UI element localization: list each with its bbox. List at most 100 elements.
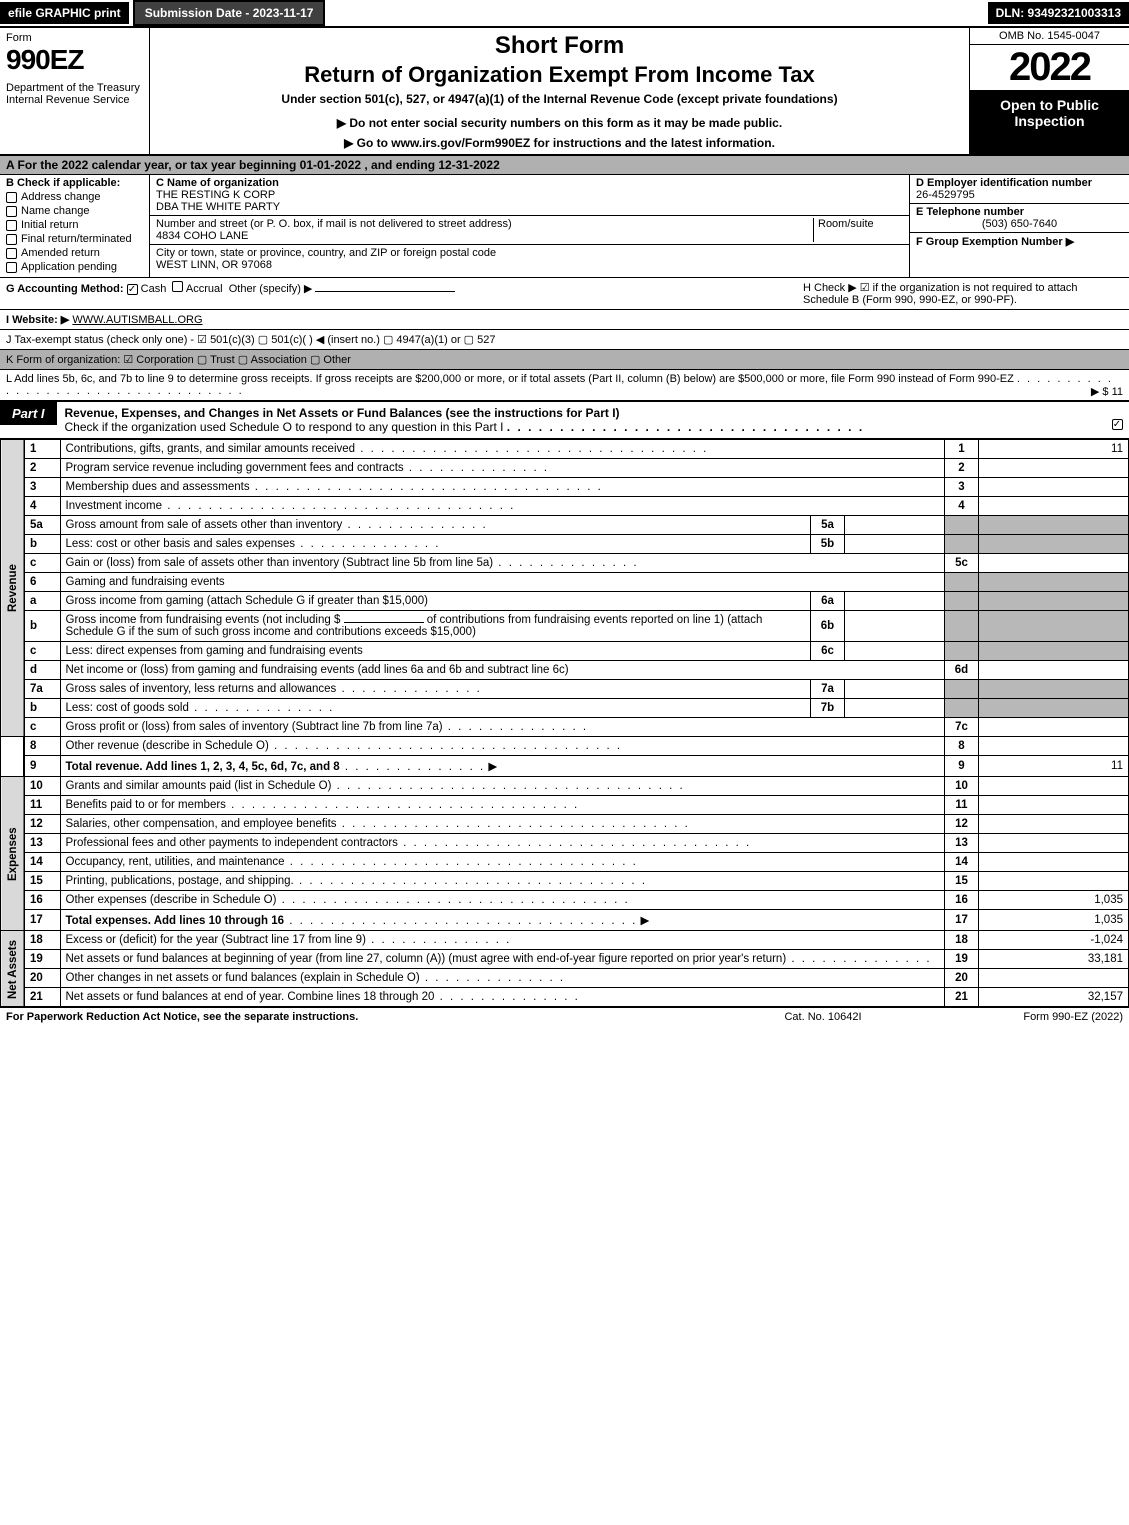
org-name: THE RESTING K CORP — [156, 189, 275, 201]
row-k: K Form of organization: ☑ Corporation ▢ … — [0, 350, 1129, 370]
department-label: Department of the Treasury Internal Reve… — [6, 82, 143, 106]
header-right: OMB No. 1545-0047 2022 Open to Public In… — [969, 28, 1129, 154]
chk-final-return[interactable]: Final return/terminated — [6, 233, 143, 245]
side-label-net-assets: Net Assets — [1, 931, 25, 1007]
ssn-warning: ▶ Do not enter social security numbers o… — [160, 116, 959, 130]
chk-initial-return[interactable]: Initial return — [6, 219, 143, 231]
row-l: L Add lines 5b, 6c, and 7b to line 9 to … — [0, 370, 1129, 402]
dln-label: DLN: 93492321003313 — [988, 2, 1129, 24]
catalog-number: Cat. No. 10642I — [723, 1011, 923, 1023]
form-number: 990EZ — [6, 44, 143, 76]
box-b-label: B Check if applicable: — [6, 177, 143, 189]
chk-application-pending[interactable]: Application pending — [6, 261, 143, 273]
box-c-street-label: Number and street (or P. O. box, if mail… — [156, 218, 512, 230]
line-5b-desc: Less: cost or other basis and sales expe… — [66, 538, 296, 550]
line-6-desc: Gaming and fundraising events — [60, 573, 945, 592]
box-c-name-label: C Name of organization — [156, 177, 279, 189]
box-c: C Name of organization THE RESTING K COR… — [150, 175, 909, 277]
line-20-desc: Other changes in net assets or fund bala… — [66, 972, 420, 984]
chk-name-change[interactable]: Name change — [6, 205, 143, 217]
line-6d-desc: Net income or (loss) from gaming and fun… — [66, 664, 569, 676]
box-f-label: F Group Exemption Number ▶ — [916, 236, 1074, 248]
row-j: J Tax-exempt status (check only one) - ☑… — [0, 330, 1129, 350]
efile-print-label: efile GRAPHIC print — [0, 2, 129, 24]
org-dba: DBA THE WHITE PARTY — [156, 201, 280, 213]
box-b: B Check if applicable: Address change Na… — [0, 175, 150, 277]
line-4-desc: Investment income — [66, 500, 163, 512]
org-street: 4834 COHO LANE — [156, 230, 248, 242]
part-i-checkbox[interactable] — [1112, 419, 1123, 430]
paperwork-notice: For Paperwork Reduction Act Notice, see … — [6, 1011, 723, 1023]
line-1-num: 1 — [24, 440, 60, 459]
line-8-desc: Other revenue (describe in Schedule O) — [66, 740, 269, 752]
line-1-val: 11 — [979, 440, 1129, 459]
room-suite-label: Room/suite — [818, 218, 874, 230]
part-i-header: Part I Revenue, Expenses, and Changes in… — [0, 402, 1129, 439]
section-bcdef: B Check if applicable: Address change Na… — [0, 175, 1129, 278]
top-bar: efile GRAPHIC print Submission Date - 20… — [0, 0, 1129, 28]
line-21-desc: Net assets or fund balances at end of ye… — [66, 991, 435, 1003]
chk-accrual[interactable] — [172, 281, 183, 292]
part-i-tab: Part I — [0, 402, 57, 425]
line-1-desc: Contributions, gifts, grants, and simila… — [66, 443, 356, 455]
box-c-city-label: City or town, state or province, country… — [156, 247, 496, 259]
chk-cash[interactable] — [127, 284, 138, 295]
header-center: Short Form Return of Organization Exempt… — [150, 28, 969, 154]
row-gh: G Accounting Method: Cash Accrual Other … — [0, 278, 1129, 310]
row-l-text: L Add lines 5b, 6c, and 7b to line 9 to … — [6, 373, 1014, 385]
omb-number: OMB No. 1545-0047 — [970, 28, 1129, 45]
page-footer: For Paperwork Reduction Act Notice, see … — [0, 1007, 1129, 1026]
line-6c-desc: Less: direct expenses from gaming and fu… — [66, 645, 363, 657]
box-e-label: E Telephone number — [916, 206, 1024, 218]
line-6b-desc1: Gross income from fundraising events (no… — [66, 614, 341, 626]
form-title: Return of Organization Exempt From Incom… — [160, 62, 959, 88]
website-value: WWW.AUTISMBALL.ORG — [72, 314, 202, 326]
part-i-check-text: Check if the organization used Schedule … — [65, 420, 504, 434]
line-7b-desc: Less: cost of goods sold — [66, 702, 189, 714]
form-word: Form — [6, 32, 143, 44]
org-city: WEST LINN, OR 97068 — [156, 259, 272, 271]
chk-amended-return[interactable]: Amended return — [6, 247, 143, 259]
line-12-desc: Salaries, other compensation, and employ… — [66, 818, 337, 830]
line-3-desc: Membership dues and assessments — [66, 481, 250, 493]
line-9-val: 11 — [979, 756, 1129, 777]
line-16-val: 1,035 — [979, 891, 1129, 910]
line-2-num: 2 — [24, 459, 60, 478]
form-ref: Form 990-EZ (2022) — [923, 1011, 1123, 1023]
part-i-table: Revenue 1 Contributions, gifts, grants, … — [0, 439, 1129, 1007]
line-5a-desc: Gross amount from sale of assets other t… — [66, 519, 343, 531]
side-label-revenue: Revenue — [1, 440, 25, 737]
line-7c-desc: Gross profit or (loss) from sales of inv… — [66, 721, 443, 733]
tax-year: 2022 — [970, 45, 1129, 91]
telephone-value: (503) 650-7640 — [916, 218, 1123, 230]
form-header: Form 990EZ Department of the Treasury In… — [0, 28, 1129, 156]
side-label-expenses: Expenses — [1, 777, 25, 931]
line-1-rnum: 1 — [945, 440, 979, 459]
line-2-desc: Program service revenue including govern… — [66, 462, 404, 474]
line-16-desc: Other expenses (describe in Schedule O) — [66, 894, 277, 906]
line-17-desc: Total expenses. Add lines 10 through 16 — [66, 915, 285, 927]
line-18-desc: Excess or (deficit) for the year (Subtra… — [66, 934, 366, 946]
form-subtitle: Under section 501(c), 527, or 4947(a)(1)… — [160, 92, 959, 106]
row-l-amount: ▶ $ 11 — [1091, 385, 1123, 398]
chk-address-change[interactable]: Address change — [6, 191, 143, 203]
row-g-label: G Accounting Method: — [6, 283, 124, 295]
line-21-val: 32,157 — [979, 988, 1129, 1007]
box-def: D Employer identification number 26-4529… — [909, 175, 1129, 277]
row-h-text: H Check ▶ ☑ if the organization is not r… — [803, 281, 1123, 306]
short-form-title: Short Form — [160, 32, 959, 60]
line-10-desc: Grants and similar amounts paid (list in… — [66, 780, 332, 792]
part-i-title: Revenue, Expenses, and Changes in Net As… — [57, 402, 1105, 438]
irs-link-note: ▶ Go to www.irs.gov/Form990EZ for instru… — [160, 136, 959, 150]
line-17-val: 1,035 — [979, 910, 1129, 931]
line-15-desc: Printing, publications, postage, and shi… — [66, 875, 294, 887]
line-5c-desc: Gain or (loss) from sale of assets other… — [66, 557, 494, 569]
submission-date: Submission Date - 2023-11-17 — [133, 0, 326, 26]
ein-value: 26-4529795 — [916, 189, 975, 201]
open-to-public-inspection: Open to Public Inspection — [970, 91, 1129, 154]
line-19-val: 33,181 — [979, 950, 1129, 969]
line-7a-desc: Gross sales of inventory, less returns a… — [66, 683, 337, 695]
header-left: Form 990EZ Department of the Treasury In… — [0, 28, 150, 154]
box-d-label: D Employer identification number — [916, 177, 1092, 189]
line-13-desc: Professional fees and other payments to … — [66, 837, 398, 849]
